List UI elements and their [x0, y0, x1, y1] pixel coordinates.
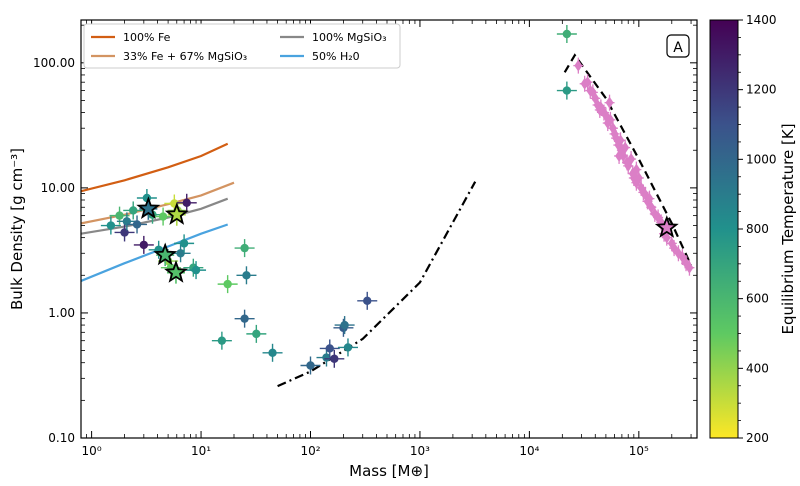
colorbar-gradient: [709, 19, 739, 439]
brown-dwarf-point: [627, 153, 636, 166]
planet-point: [182, 198, 191, 207]
x-tick-label: 10¹: [191, 444, 211, 458]
x-axis-label: Mass [M⊕]: [349, 462, 429, 480]
colorbar-tick-label: 400: [746, 361, 769, 375]
y-tick-label: 0.10: [48, 431, 75, 445]
starred-planet: [164, 202, 189, 225]
composition-curve-1: [81, 181, 235, 225]
planet-point: [158, 212, 168, 221]
brown-dwarf-point: [662, 231, 671, 244]
brown-dwarf-point: [632, 163, 641, 176]
planet-point: [122, 217, 132, 226]
legend: 100% Fe 33% Fe + 67% MgSiO₃ 100% MgSiO₃ …: [83, 23, 401, 69]
y-tick-label: 10.00: [41, 181, 75, 195]
colorbar-ticks: 200 400 600 800 1000 1200 1400: [738, 13, 777, 445]
brown-dwarf-point: [574, 59, 583, 72]
planet-point: [322, 353, 331, 362]
planet-point: [176, 249, 185, 258]
starred-objects: [136, 196, 679, 284]
model-line-0: [277, 181, 477, 388]
colorbar-tick-label: 800: [746, 222, 769, 236]
colorbar-tick-label: 1000: [746, 152, 777, 166]
planet-point: [240, 243, 249, 253]
planet-point: [240, 314, 249, 323]
starred-planet: [153, 242, 178, 266]
x-tick-label: 10⁴: [519, 444, 539, 458]
panel-label: A: [673, 40, 683, 56]
planet-point: [330, 354, 339, 363]
brown-dwarf-point: [583, 76, 592, 89]
planet-point: [217, 336, 227, 345]
planet-point: [129, 206, 138, 215]
starred-planet: [136, 196, 161, 220]
planet-point: [179, 239, 189, 248]
planet-point: [132, 220, 142, 229]
planet-point: [306, 361, 315, 370]
planet-point: [106, 221, 116, 230]
composition-curve-0: [81, 142, 229, 193]
x-tick-label: 10⁰: [82, 444, 102, 458]
legend-box: [83, 23, 401, 69]
legend-label-fe-mgsio3: 33% Fe + 67% MgSiO₃: [123, 50, 247, 63]
planet-point: [242, 271, 251, 280]
planet-point: [139, 240, 149, 250]
brown-dwarf-point: [595, 103, 604, 116]
planet-point: [325, 344, 334, 353]
colorbar-tick-label: 200: [746, 431, 769, 445]
planet-point: [268, 348, 277, 358]
planet-point: [115, 211, 124, 220]
brown-dwarf-point: [586, 84, 595, 97]
planet-point: [562, 29, 572, 39]
starred-brown-dwarf: [654, 215, 679, 238]
planet-point: [191, 265, 201, 275]
model-lines: [277, 53, 693, 388]
planet-point: [343, 343, 353, 352]
colorbar-tick-label: 1400: [746, 13, 777, 27]
composition-curve-3: [81, 223, 229, 283]
brown-dwarf-point: [615, 149, 624, 162]
plot-frame: [80, 19, 698, 439]
planet-point: [562, 86, 572, 95]
brown-dwarf-points: [573, 57, 695, 276]
planet-point: [363, 296, 372, 306]
starred-planet: [164, 260, 188, 283]
composition-curves: [81, 142, 235, 283]
legend-label-mgsio3: 100% MgSiO₃: [312, 31, 387, 44]
model-line-1: [563, 53, 693, 266]
legend-label-fe: 100% Fe: [123, 31, 171, 44]
x-tick-label: 10⁵: [629, 444, 649, 458]
legend-label-water: 50% H₂0: [312, 50, 360, 63]
brown-dwarf-point: [605, 96, 614, 109]
planet-point: [120, 228, 129, 237]
brown-dwarf-point: [621, 141, 630, 154]
panel-label-box: [666, 34, 690, 58]
y-axis-label: Bulk Density [g cm⁻³]: [8, 148, 26, 310]
colorbar: 200 400 600 800 1000 1200 1400 Equilibrium Tem…: [709, 13, 797, 445]
y-tick-label: 100.00: [33, 56, 75, 70]
colorbar-label: Equilibrium Temperature [K]: [779, 123, 797, 334]
axis-ticks: 10⁰ 10¹ 10² 10³ 10⁴ 10⁵ 0.10 1.00 10.00 100.00: [33, 20, 697, 458]
planet-point: [223, 279, 232, 289]
x-tick-label: 10²: [300, 444, 320, 458]
colorbar-tick-label: 600: [746, 292, 769, 306]
planet-point: [340, 320, 349, 330]
planet-points: [100, 25, 577, 375]
y-tick-label: 1.00: [48, 306, 75, 320]
colorbar-tick-label: 1200: [746, 83, 777, 97]
x-tick-label: 10³: [410, 444, 430, 458]
planet-point: [252, 329, 261, 339]
brown-dwarf-point: [685, 261, 694, 274]
